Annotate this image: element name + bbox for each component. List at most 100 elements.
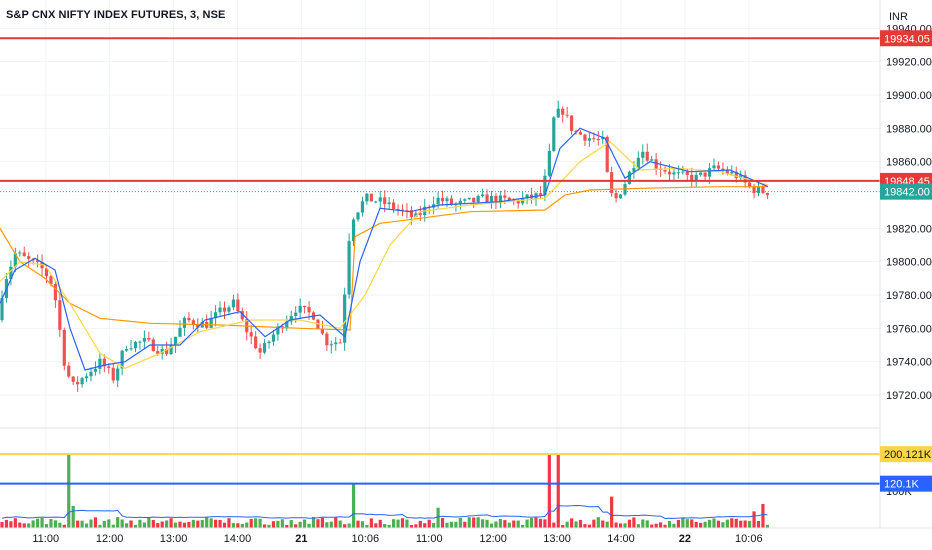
volume-bar — [436, 507, 440, 528]
candle-body — [445, 198, 449, 202]
candle-body — [556, 108, 560, 118]
volume-bar — [71, 505, 75, 528]
volume-bar — [262, 524, 267, 528]
svg-text:19934.05: 19934.05 — [884, 33, 930, 45]
candle-body — [440, 197, 445, 202]
volume-bar — [53, 520, 57, 528]
volume-bar — [467, 517, 471, 528]
volume-bar — [489, 523, 494, 528]
candle-body — [378, 197, 382, 202]
volume-bar — [298, 521, 302, 528]
time-tick-label: 14:00 — [224, 533, 252, 545]
candle-body — [472, 197, 476, 202]
candle-body — [614, 193, 618, 199]
time-tick-label: 10:06 — [352, 533, 380, 545]
volume-bar — [725, 519, 729, 528]
candle-body — [405, 210, 409, 212]
volume-bar — [294, 524, 298, 528]
volume-bar — [427, 519, 431, 528]
candle-body — [236, 299, 240, 312]
volume-bar — [703, 521, 707, 528]
candle-body — [147, 338, 151, 340]
candle-body — [543, 175, 547, 196]
price-tick-label: 19920.00 — [886, 57, 932, 69]
volume-bar — [685, 519, 689, 528]
volume-bar — [445, 522, 449, 528]
candle-body — [0, 298, 4, 320]
price-tick-label: 19880.00 — [886, 123, 932, 135]
candle-body — [592, 138, 596, 140]
price-tick-label: 19900.00 — [886, 90, 932, 102]
volume-bar — [196, 520, 200, 528]
volume-bar — [93, 517, 98, 528]
volume-bar — [458, 517, 462, 528]
volume-bar — [67, 454, 71, 528]
volume-bar — [254, 518, 258, 528]
time-tick-label: 10:06 — [735, 533, 763, 545]
candle-body — [9, 266, 13, 279]
candle-body — [285, 321, 289, 329]
horizontal-levels[interactable] — [0, 37, 880, 485]
volume-bar — [636, 524, 640, 528]
volume-bar — [618, 523, 623, 528]
candle-body — [36, 260, 40, 262]
volume-bar — [285, 524, 289, 528]
volume-bar — [529, 518, 534, 528]
candle-body — [730, 171, 734, 174]
volume-bar — [659, 522, 663, 528]
candle-body — [67, 365, 71, 377]
currency-label[interactable]: INR — [889, 11, 908, 23]
candle-body — [458, 200, 462, 205]
candle-body — [752, 186, 756, 194]
volume-bar — [356, 520, 360, 528]
volume-bar — [454, 521, 458, 528]
volume-bar — [472, 517, 476, 528]
price-axis[interactable]: 19940.0019920.0019900.0019880.0019860.00… — [886, 23, 932, 498]
candle-body — [267, 341, 271, 344]
volume-bar — [311, 516, 316, 528]
candle-body — [685, 171, 689, 175]
volume-level-tag: 200.121K — [880, 446, 932, 463]
volume-bar — [667, 520, 672, 528]
volume-bar — [521, 524, 525, 528]
volume-bar — [240, 523, 244, 528]
candle-body — [476, 195, 480, 202]
volume-bar — [690, 519, 694, 528]
time-tick-label: 14:00 — [607, 533, 635, 545]
candle-body — [503, 195, 507, 198]
candle-body — [196, 324, 200, 328]
volume-bar — [392, 519, 396, 528]
volume-bar — [98, 524, 102, 528]
candle-body — [307, 307, 311, 313]
candle-body — [338, 342, 342, 344]
price-tick-label: 19780.00 — [886, 290, 932, 302]
volume-bar — [574, 521, 578, 528]
candle-body — [169, 345, 173, 355]
volume-ma-line — [1, 504, 768, 520]
candle-body — [214, 312, 218, 319]
price-tick-label: 19860.00 — [886, 157, 932, 169]
candle-body — [739, 175, 743, 179]
volume-bar — [632, 517, 636, 528]
volume-bar — [289, 520, 293, 528]
candle-body — [694, 174, 698, 182]
volume-bar — [610, 496, 614, 528]
volume-bar — [547, 454, 551, 528]
time-tick-label: 13:00 — [160, 533, 188, 545]
candle-body — [494, 195, 498, 204]
price-level-tag: 19934.05 — [880, 30, 932, 47]
candle-body — [111, 367, 115, 381]
candle-body — [93, 368, 98, 372]
candle-body — [596, 139, 600, 141]
volume-bar — [303, 519, 307, 528]
volume-bar — [387, 524, 391, 528]
volume-bar — [481, 519, 485, 528]
volume-bar — [120, 519, 124, 528]
candle-body — [240, 311, 244, 320]
candle-body — [716, 165, 721, 169]
candle-body — [547, 150, 551, 176]
volume-bar — [432, 523, 436, 528]
time-axis[interactable]: 11:00 12:00 13:00 14:00 21 10:06 11:00 12:00 13:… — [32, 533, 762, 545]
volume-bar — [365, 524, 369, 528]
